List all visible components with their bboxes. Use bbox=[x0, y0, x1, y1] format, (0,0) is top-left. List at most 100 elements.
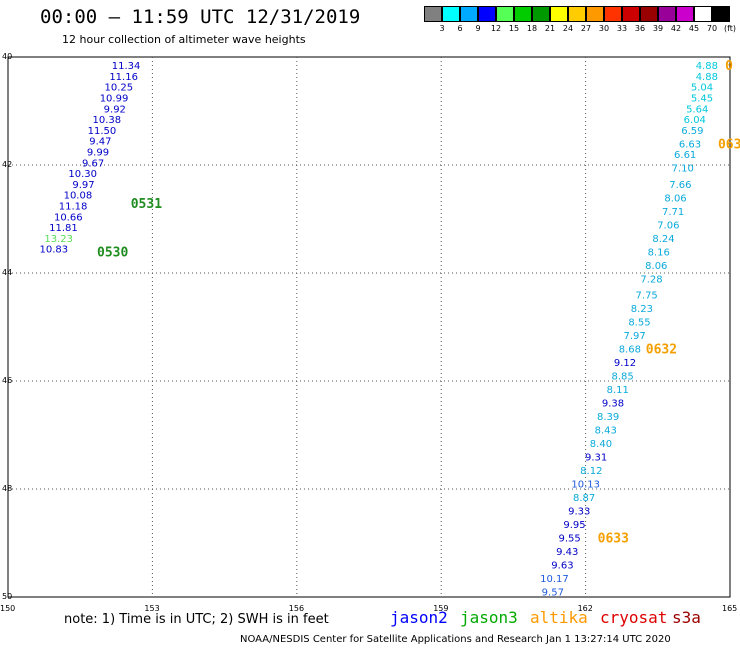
satellite-legend-item: cryosat bbox=[600, 608, 668, 627]
color-scale-label: 36 bbox=[634, 24, 646, 33]
wave-height-value: 10.66 bbox=[54, 212, 83, 223]
page-title: 00:00 – 11:59 UTC 12/31/2019 bbox=[40, 6, 361, 28]
color-scale-label: 3 bbox=[439, 24, 445, 33]
color-scale-label: 12 bbox=[490, 24, 502, 33]
wave-height-value: 6.04 bbox=[684, 115, 706, 126]
wave-height-value: 9.55 bbox=[559, 534, 581, 545]
wave-height-value: 4.88 bbox=[696, 72, 718, 83]
wave-height-value: 8.24 bbox=[652, 234, 674, 245]
wave-height-value: 8.68 bbox=[619, 345, 641, 356]
color-scale-swatch bbox=[550, 6, 568, 22]
wave-height-value: 10.17 bbox=[540, 574, 569, 585]
color-scale-label: 9 bbox=[475, 24, 481, 33]
wave-height-value: 8.06 bbox=[645, 261, 667, 272]
wave-height-value: 9.92 bbox=[104, 104, 126, 115]
latitude-tick-label: 48 bbox=[2, 484, 13, 493]
wave-height-value: 9.99 bbox=[87, 148, 109, 159]
wave-height-value: 5.04 bbox=[691, 83, 713, 94]
color-scale-label: 70 bbox=[706, 24, 718, 33]
wave-height-value: 10.99 bbox=[100, 94, 129, 105]
wave-height-value: 7.06 bbox=[657, 220, 679, 231]
longitude-tick-label: 153 bbox=[144, 604, 160, 613]
wave-height-value: 9.31 bbox=[585, 453, 607, 464]
wave-height-value: 8.12 bbox=[580, 466, 602, 477]
observation-layer: 11.3411.1610.2510.999.9210.3811.509.479.… bbox=[40, 61, 718, 598]
wave-height-value: 9.43 bbox=[556, 547, 578, 558]
latitude-tick-label: 50 bbox=[2, 592, 13, 601]
latitude-tick-label: 44 bbox=[2, 268, 13, 277]
color-scale-swatch bbox=[424, 6, 442, 22]
color-scale-swatch bbox=[604, 6, 622, 22]
pass-time-label: 0530 bbox=[97, 245, 128, 260]
satellite-legend-item: jason3 bbox=[460, 608, 518, 627]
wave-height-value: 13.23 bbox=[44, 234, 73, 245]
color-scale-swatch bbox=[676, 6, 694, 22]
pass-time-label: 0 bbox=[725, 59, 733, 74]
color-scale-swatch bbox=[640, 6, 658, 22]
wave-height-value: 9.63 bbox=[551, 561, 573, 572]
wave-height-value: 10.38 bbox=[92, 115, 121, 126]
color-scale-label: 24 bbox=[562, 24, 574, 33]
color-scale-swatch bbox=[568, 6, 586, 22]
wave-height-value: 8.40 bbox=[590, 439, 612, 450]
satellite-legend-item: altika bbox=[530, 608, 588, 627]
latitude-tick-label: 40 bbox=[2, 52, 13, 61]
wave-height-value: 8.87 bbox=[573, 493, 595, 504]
longitude-tick-label: 156 bbox=[288, 604, 305, 613]
wave-height-value: 7.28 bbox=[640, 274, 662, 285]
color-scale-label: 6 bbox=[457, 24, 463, 33]
wave-height-value: 6.61 bbox=[674, 150, 696, 161]
wave-height-value: 8.23 bbox=[631, 304, 653, 315]
wave-height-value: 9.33 bbox=[568, 507, 590, 518]
pass-time-label: 0632 bbox=[646, 343, 677, 358]
color-scale-swatch bbox=[658, 6, 676, 22]
wave-height-value: 8.11 bbox=[607, 385, 629, 396]
wave-height-value: 4.88 bbox=[696, 61, 718, 72]
wave-height-value: 8.06 bbox=[664, 193, 686, 204]
color-scale-swatch bbox=[694, 6, 712, 22]
footer-note: note: 1) Time is in UTC; 2) SWH is in fe… bbox=[64, 612, 329, 627]
color-scale-swatch bbox=[496, 6, 514, 22]
color-scale-label: 15 bbox=[508, 24, 520, 33]
wave-height-value: 9.97 bbox=[72, 180, 94, 191]
wave-height-value: 8.43 bbox=[595, 426, 617, 437]
color-scale-swatch bbox=[532, 6, 550, 22]
wave-height-value: 7.75 bbox=[636, 291, 658, 302]
longitude-tick-label: 159 bbox=[433, 604, 449, 613]
color-scale-swatch bbox=[478, 6, 496, 22]
wave-height-value: 7.66 bbox=[669, 180, 691, 191]
wave-height-value: 7.10 bbox=[672, 164, 694, 175]
color-scale-label: 45 bbox=[688, 24, 700, 33]
wave-height-value: 7.97 bbox=[624, 331, 646, 342]
wave-height-value: 9.38 bbox=[602, 399, 624, 410]
pass-time-label: 0633 bbox=[598, 532, 629, 547]
longitude-tick-label: 150 bbox=[0, 604, 16, 613]
wave-height-value: 9.47 bbox=[89, 137, 111, 148]
wave-height-value: 9.67 bbox=[82, 158, 104, 169]
wave-height-value: 10.30 bbox=[68, 169, 97, 180]
map-frame bbox=[7, 56, 731, 598]
color-scale-swatch bbox=[442, 6, 460, 22]
color-scale-label: (ft) bbox=[723, 24, 737, 33]
color-scale-label: 30 bbox=[598, 24, 610, 33]
pass-time-label: 0531 bbox=[131, 197, 162, 212]
color-scale-label: 27 bbox=[580, 24, 592, 33]
wave-height-value: 5.64 bbox=[686, 104, 708, 115]
color-scale-swatch bbox=[712, 6, 730, 22]
wave-height-value: 7.71 bbox=[662, 207, 684, 218]
color-scale-label: 39 bbox=[652, 24, 664, 33]
color-scale-swatch bbox=[586, 6, 604, 22]
pass-time-label: 0631 bbox=[718, 137, 740, 152]
wave-height-value: 11.81 bbox=[49, 223, 78, 234]
wave-height-value: 11.16 bbox=[109, 72, 138, 83]
wave-height-value: 11.50 bbox=[88, 126, 117, 137]
satellite-legend-item: s3a bbox=[672, 608, 701, 627]
wave-height-value: 10.83 bbox=[40, 245, 69, 256]
color-scale-label: 33 bbox=[616, 24, 628, 33]
color-scale-label: 42 bbox=[670, 24, 682, 33]
longitude-tick-label: 165 bbox=[722, 604, 738, 613]
satellite-legend-item: jason2 bbox=[390, 608, 448, 627]
wave-height-value: 9.95 bbox=[563, 520, 585, 531]
wave-height-value: 8.16 bbox=[648, 247, 670, 258]
